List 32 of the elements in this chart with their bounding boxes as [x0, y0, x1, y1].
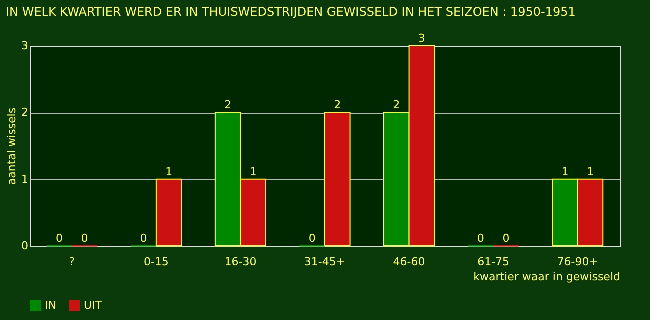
- x-tick-label: 16-30: [224, 256, 257, 268]
- data-label: 1: [587, 165, 594, 178]
- y-axis-title: aantal wissels: [6, 108, 18, 186]
- data-label: 3: [418, 32, 426, 45]
- bar: [324, 112, 351, 246]
- legend-label: UIT: [84, 298, 102, 312]
- data-label: 1: [250, 165, 257, 178]
- bar: [156, 178, 182, 246]
- y-tick-label: 3: [22, 40, 28, 52]
- x-tick-label: 61-75: [478, 256, 510, 268]
- data-label: 1: [166, 165, 173, 178]
- x-tick-label: 0-15: [144, 256, 169, 268]
- x-tick-label: 76-90+: [557, 256, 598, 268]
- data-label: 0: [140, 232, 148, 245]
- data-label: 1: [562, 165, 569, 178]
- x-tick-label: ?: [69, 256, 76, 268]
- data-label: 0: [308, 232, 316, 245]
- data-label: 2: [334, 98, 342, 112]
- x-axis-title: kwartier waar in gewisseld: [474, 270, 620, 284]
- y-tick-label: 1: [22, 172, 28, 186]
- data-label: 2: [224, 98, 232, 112]
- x-tick-label: 31-45+: [304, 256, 346, 268]
- data-label: 0: [477, 232, 484, 245]
- data-label: 2: [393, 98, 400, 112]
- data-label: 0: [502, 232, 510, 245]
- data-label: 0: [56, 232, 63, 245]
- data-label: 0: [81, 232, 88, 245]
- x-tick-label: 46-60: [393, 256, 426, 268]
- chart-title: IN WELK KWARTIER WERD ER IN THUISWEDSTRIJDEN GEWISSELD IN HET SEIZOEN : 1950-1951: [6, 5, 576, 19]
- y-tick-label: 2: [22, 106, 28, 120]
- y-tick-label: 0: [22, 240, 28, 252]
- legend-label: IN: [45, 298, 56, 312]
